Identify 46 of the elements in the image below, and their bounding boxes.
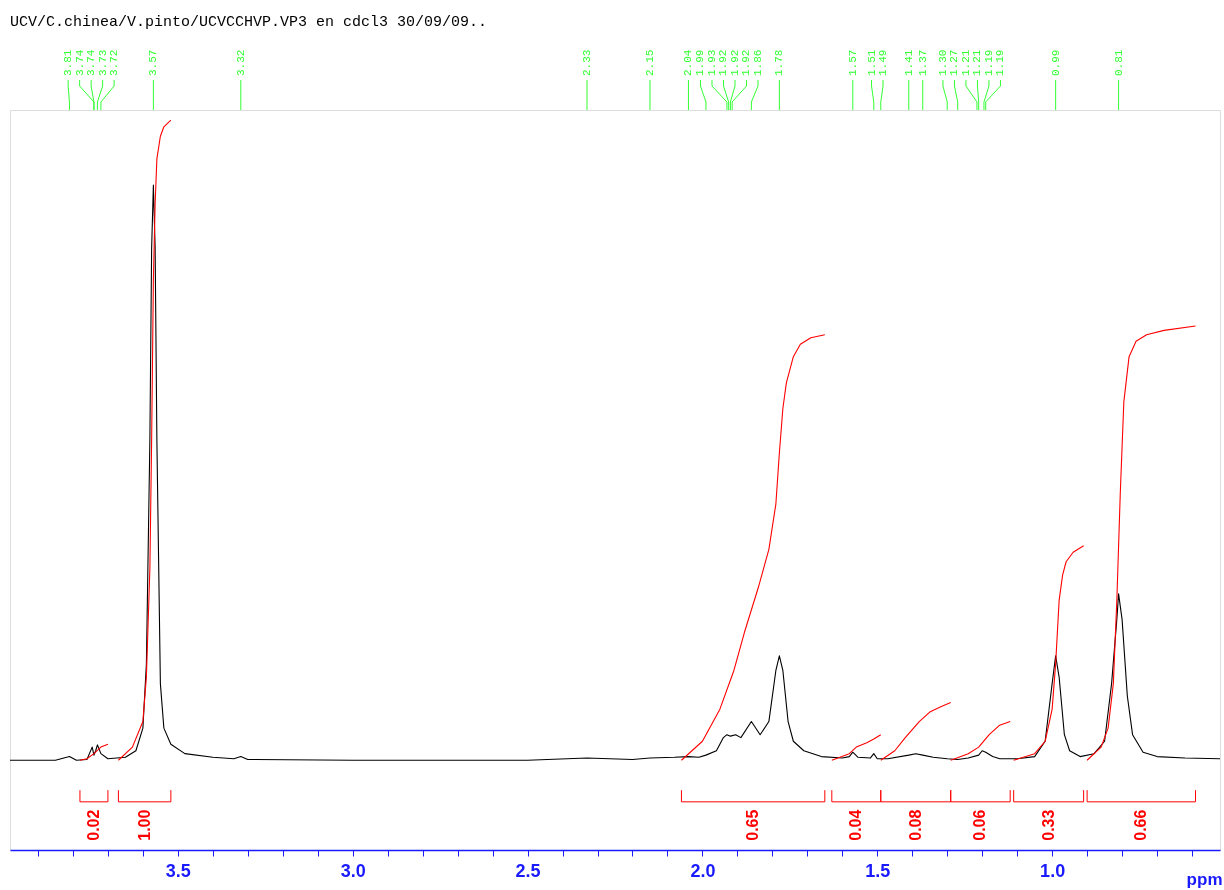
annotation: 1.57	[846, 49, 859, 76]
annotation: 1.21	[959, 49, 972, 76]
annotation: 1.93	[705, 49, 718, 76]
annotation: 1.30	[936, 49, 949, 76]
annotation: 2.15	[643, 49, 656, 76]
annotation: 0.81	[1112, 49, 1125, 76]
annotation: 3.81	[62, 49, 75, 76]
chart-title: UCV/C.chinea/V.pinto/UCVCCHVP.VP3 en cdcl3 30/09/09..	[10, 14, 488, 31]
annotation: 0.65	[744, 809, 762, 841]
annotation: 1.37	[916, 49, 929, 76]
annotation: 0.04	[847, 809, 865, 841]
x-axis-title: ppm	[1186, 869, 1223, 889]
annotation: 0.08	[906, 809, 924, 841]
annotation: 1.92	[728, 49, 741, 76]
annotation: 2.33	[581, 49, 594, 76]
annotation: 1.92	[717, 49, 730, 76]
x-tick-label: 1.0	[1040, 860, 1066, 881]
x-tick-label: 2.0	[690, 860, 716, 881]
annotation: 0.99	[1049, 49, 1062, 76]
x-tick-label: 3.5	[165, 860, 191, 881]
annotation: 0.33	[1039, 809, 1057, 841]
annotation: 0.06	[971, 809, 989, 841]
annotation: 2.04	[682, 49, 695, 76]
annotation: 1.78	[773, 49, 786, 76]
annotation: 1.49	[877, 49, 890, 76]
annotation: 3.74	[85, 49, 98, 76]
annotation: 1.27	[948, 49, 961, 76]
annotation: 1.51	[865, 49, 878, 76]
annotation: 0.66	[1132, 809, 1150, 841]
annotation: 3.72	[108, 49, 121, 76]
annotation: 1.41	[902, 49, 915, 76]
annotation: 1.92	[740, 49, 753, 76]
annotation: 0.02	[84, 809, 102, 841]
annotation: 1.86	[751, 49, 764, 76]
annotation: 3.74	[73, 49, 86, 76]
annotation: 1.00	[135, 809, 153, 841]
annotation: 3.73	[96, 49, 109, 76]
annotation: 3.32	[234, 49, 247, 76]
annotation: 1.99	[694, 49, 707, 76]
annotation: 1.19	[994, 49, 1007, 76]
annotation: 1.19	[982, 49, 995, 76]
x-tick-label: 2.5	[515, 860, 541, 881]
annotation: 3.57	[147, 49, 160, 76]
annotation: 1.21	[971, 49, 984, 76]
x-tick-label: 1.5	[865, 860, 891, 881]
x-tick-label: 3.0	[340, 860, 366, 881]
